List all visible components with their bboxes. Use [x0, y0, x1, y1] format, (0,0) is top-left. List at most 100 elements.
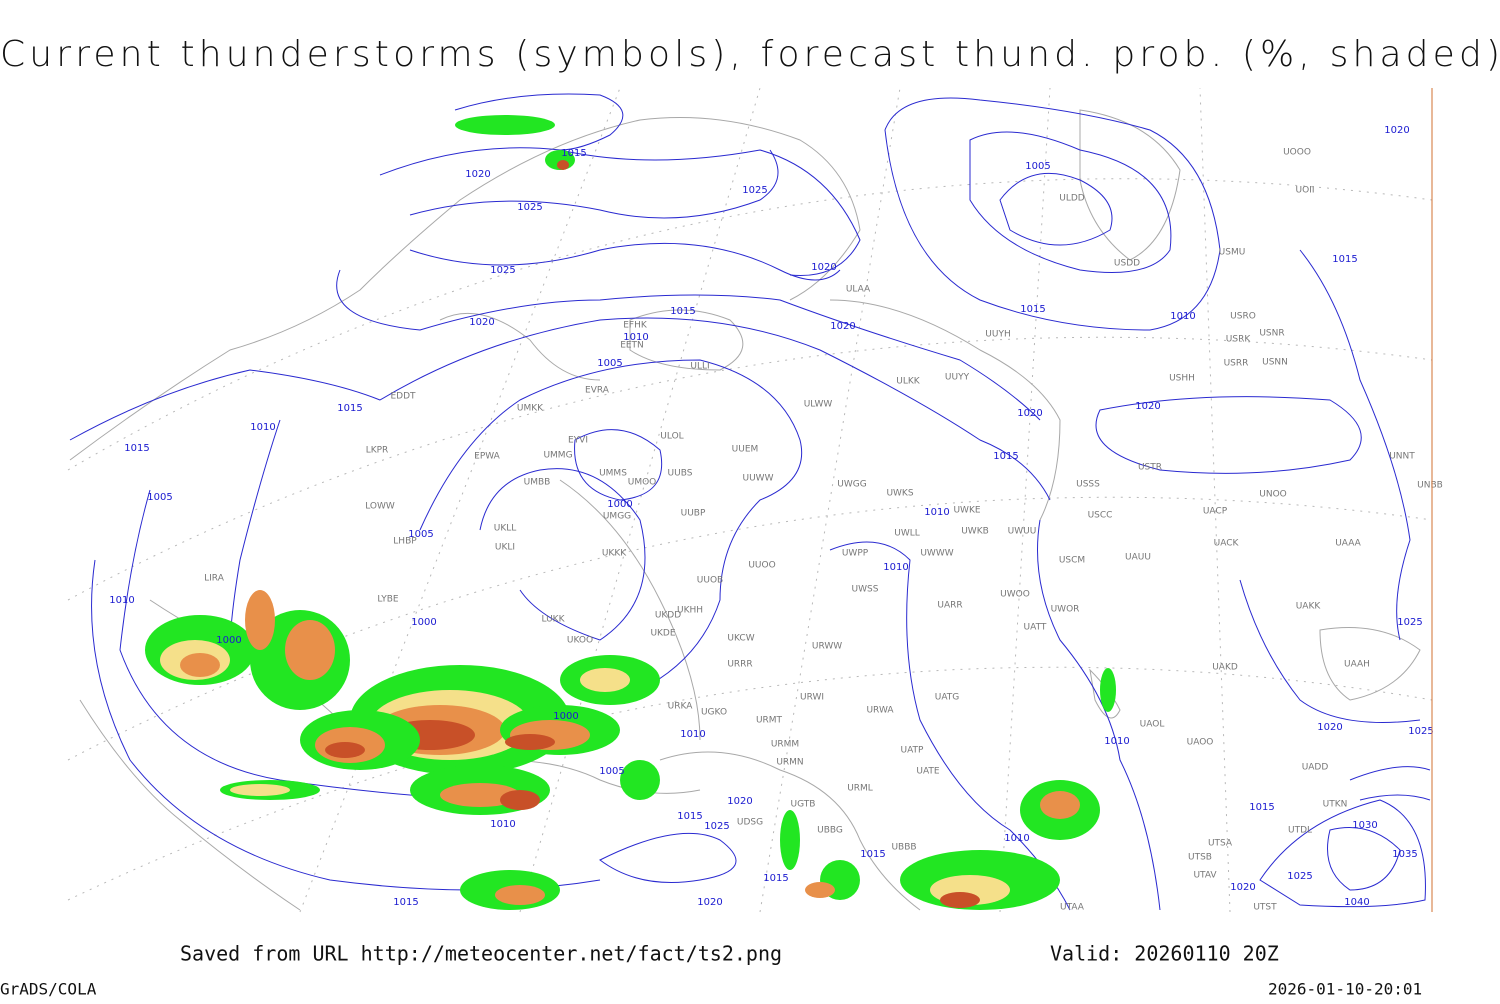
- isobar-label: 1020: [1230, 882, 1255, 893]
- probability-area: [580, 668, 630, 692]
- thunderstorm-probability-shading: [145, 115, 1116, 910]
- station-code: UDSG: [737, 818, 763, 828]
- isobar-label: 1025: [1397, 617, 1422, 628]
- isobar-label: 1020: [469, 317, 494, 328]
- isobar-label: 1020: [1384, 125, 1409, 136]
- isobar-label: 1020: [830, 321, 855, 332]
- isobar-label: 1010: [680, 729, 705, 740]
- station-code: UATE: [916, 767, 940, 777]
- station-code: UNNT: [1389, 452, 1415, 462]
- isobar-label: 1015: [993, 451, 1018, 462]
- station-code: UKOO: [567, 636, 593, 646]
- probability-area: [180, 653, 220, 677]
- station-code: ULAA: [846, 285, 871, 295]
- station-code: UWLL: [894, 529, 920, 539]
- station-code: UTAA: [1060, 903, 1085, 913]
- isobar-label: 1015: [1020, 304, 1045, 315]
- valid-time: Valid: 20260110 20Z: [1050, 942, 1279, 966]
- station-code: UTST: [1253, 903, 1277, 913]
- station-code: UUEM: [732, 445, 759, 455]
- station-code: USHH: [1169, 374, 1195, 384]
- station-code: UAOO: [1187, 738, 1214, 748]
- isobar-label: 1015: [860, 849, 885, 860]
- station-code: UUBS: [668, 469, 693, 479]
- isobar-label: 1020: [1135, 401, 1160, 412]
- isobar-label: 1010: [623, 332, 648, 343]
- station-code: UTKN: [1323, 800, 1348, 810]
- isobar-label: 1000: [553, 711, 578, 722]
- station-code: UBBG: [817, 826, 843, 836]
- isobar-label: 1010: [250, 422, 275, 433]
- isobar-label: 1005: [147, 492, 172, 503]
- probability-area: [500, 790, 540, 810]
- isobar-label: 1015: [763, 873, 788, 884]
- station-code: UKKK: [602, 549, 627, 559]
- station-code: UGTB: [791, 800, 816, 810]
- station-code: UWPP: [842, 549, 869, 559]
- isobar-label: 1020: [811, 262, 836, 273]
- station-code: UKDE: [650, 629, 675, 639]
- station-code: URWI: [800, 693, 824, 703]
- probability-area: [245, 590, 275, 650]
- timestamp: 2026-01-10-20:01: [1268, 980, 1422, 999]
- probability-area: [495, 885, 545, 905]
- station-code: UAKK: [1296, 602, 1322, 612]
- station-code: UAUU: [1125, 553, 1151, 563]
- station-code: UKCW: [727, 634, 754, 644]
- isobar-label: 1010: [1104, 736, 1129, 747]
- probability-area: [285, 620, 335, 680]
- station-code: USTR: [1138, 463, 1162, 473]
- station-code: UAOL: [1140, 720, 1165, 730]
- isobar-label: 1010: [1170, 311, 1195, 322]
- station-code: URMT: [756, 716, 783, 726]
- station-code: EVRA: [585, 386, 610, 396]
- isobar-label: 1020: [1017, 408, 1042, 419]
- station-code: LYBE: [377, 595, 398, 605]
- source-url: Saved from URL http://meteocenter.net/fa…: [180, 942, 782, 966]
- station-code: UWOO: [1000, 590, 1030, 600]
- isobar-label: 1025: [1408, 726, 1433, 737]
- station-code: ULKK: [896, 377, 921, 387]
- isobar-label: 1025: [742, 185, 767, 196]
- isobar-label: 1035: [1392, 849, 1417, 860]
- isobar-label: 1005: [599, 766, 624, 777]
- station-code: EPWA: [474, 452, 501, 462]
- station-code: ULWW: [804, 400, 833, 410]
- isobar-label: 1010: [109, 595, 134, 606]
- isobar-label: 1000: [607, 499, 632, 510]
- isobar-label: 1015: [1332, 254, 1357, 265]
- station-code: USDD: [1114, 259, 1140, 269]
- station-code: UMMS: [599, 469, 627, 479]
- station-code: URKA: [668, 702, 694, 712]
- coastlines: [69, 109, 1421, 911]
- isobar-label: 1015: [124, 443, 149, 454]
- probability-area: [455, 115, 555, 135]
- station-code: LIRA: [204, 574, 225, 584]
- station-code: UTAV: [1193, 871, 1217, 881]
- station-code: URRR: [727, 660, 752, 670]
- station-code: URMM: [771, 740, 799, 750]
- station-code: UNOO: [1259, 490, 1287, 500]
- isobar-label: 1025: [1287, 871, 1312, 882]
- isobar-label: 1020: [727, 796, 752, 807]
- probability-area: [1100, 668, 1116, 712]
- station-code: UUBP: [681, 509, 706, 519]
- station-code: URMN: [776, 758, 803, 768]
- probability-area: [805, 882, 835, 898]
- station-code: UMOO: [628, 478, 657, 488]
- station-code: USCC: [1088, 511, 1113, 521]
- station-code: UWKS: [886, 489, 913, 499]
- station-code: UNBB: [1417, 481, 1443, 491]
- station-code: USRR: [1224, 359, 1249, 369]
- isobar-label: 1000: [216, 635, 241, 646]
- isobar-label: 1015: [670, 306, 695, 317]
- station-code: UUWW: [743, 474, 774, 484]
- station-code: EFHK: [623, 321, 648, 331]
- isobar-label: 1015: [337, 403, 362, 414]
- station-code: UWSS: [852, 585, 879, 595]
- probability-area: [440, 783, 520, 807]
- station-code: UATT: [1024, 623, 1047, 633]
- station-code: UATP: [901, 746, 925, 756]
